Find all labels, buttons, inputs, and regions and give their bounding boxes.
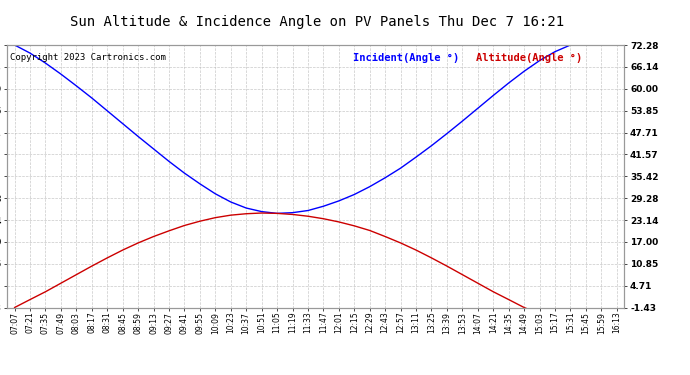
Text: Incident(Angle °): Incident(Angle °) <box>353 53 459 63</box>
Text: Altitude(Angle °): Altitude(Angle °) <box>476 53 582 63</box>
Text: Sun Altitude & Incidence Angle on PV Panels Thu Dec 7 16:21: Sun Altitude & Incidence Angle on PV Pan… <box>70 15 564 29</box>
Text: Copyright 2023 Cartronics.com: Copyright 2023 Cartronics.com <box>10 53 166 62</box>
